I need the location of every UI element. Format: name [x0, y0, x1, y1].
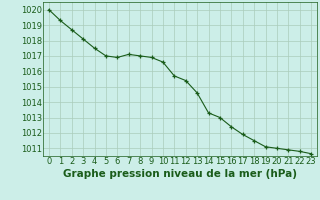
X-axis label: Graphe pression niveau de la mer (hPa): Graphe pression niveau de la mer (hPa) — [63, 169, 297, 179]
